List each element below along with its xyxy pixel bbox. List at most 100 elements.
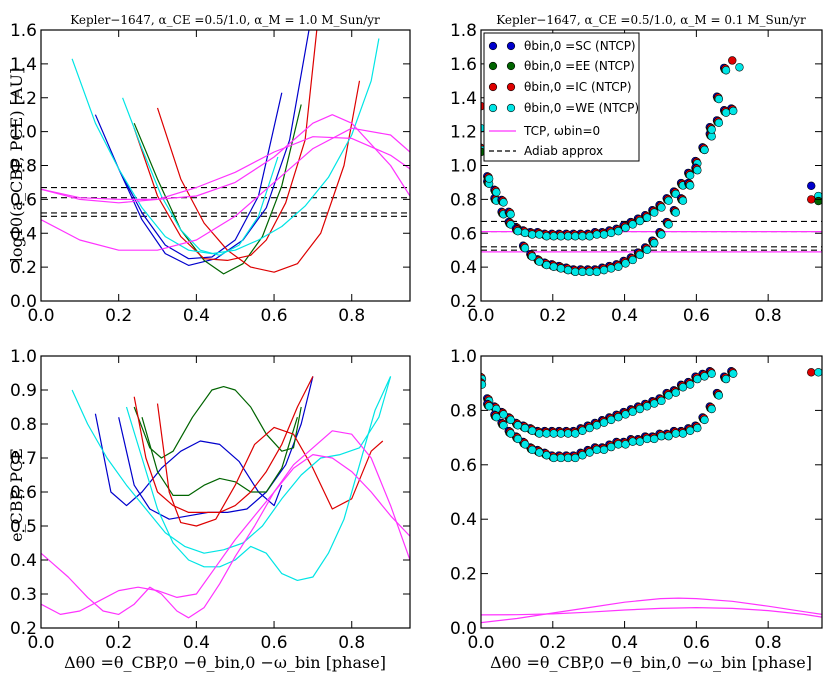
data-point-bottom-right <box>685 426 695 435</box>
y-tick-label-top-left: 0.4 <box>10 224 37 244</box>
y-tick-label-bottom-right: 0.6 <box>450 456 477 476</box>
legend-label-adiab: Adiab approx <box>524 144 603 158</box>
data-point-bottom-right <box>599 445 609 455</box>
x-tick-label-bottom-right: 0.6 <box>683 633 710 653</box>
data-point-top-right <box>542 260 551 270</box>
data-point-bottom-right <box>678 383 688 392</box>
legend-label-ee: θbin,0 =EE (NTCP) <box>524 59 635 73</box>
data-point-bottom-right <box>549 453 558 463</box>
data-point-top-right <box>685 171 695 180</box>
data-point-top-right <box>664 196 673 205</box>
y-tick-label-bottom-right: 1.0 <box>450 347 477 367</box>
data-point-top-right <box>693 166 702 175</box>
x-tick-label-bottom-left: 0.6 <box>261 633 288 653</box>
data-point-top-right <box>556 232 566 241</box>
plot-content-bottom-left <box>41 376 410 619</box>
y-tick-label-top-right: 1.2 <box>450 123 477 143</box>
curve-bottom-left-6 <box>71 376 392 554</box>
legend-item-we: θbin,0 =WE (NTCP) <box>488 101 639 115</box>
panel-top-right: 0.0 0.2 0.4 0.6 0.80.20.40.60.81.01.21.41.61… <box>450 21 823 326</box>
legend-marker-sc-2 <box>506 41 516 51</box>
data-point-top-right <box>520 228 530 238</box>
data-point-edge-top-right <box>807 195 816 204</box>
x-tick-label-bottom-left: 0.8 <box>338 633 365 653</box>
data-point-bottom-right <box>528 445 537 455</box>
data-point-bottom-right <box>707 404 716 414</box>
data-point-bottom-right <box>650 434 659 444</box>
legend-marker-ee <box>488 61 498 71</box>
data-point-top-right <box>549 262 558 271</box>
xlabel-right: Δθ0 =θ_CBP,0 −θ_bin,0 −ω_bin [phase] <box>490 653 812 672</box>
data-point-edge-top-right <box>814 196 822 206</box>
data-point-bottom-right <box>578 426 587 435</box>
data-point-bottom-right <box>571 429 580 438</box>
curve-bottom-left-8 <box>41 430 410 619</box>
data-point-top-right <box>621 259 630 268</box>
data-point-top-right <box>578 232 587 241</box>
x-tick-label-top-right: 0.4 <box>611 306 638 326</box>
y-tick-label-top-left: 1.6 <box>10 21 37 41</box>
data-point-top-right <box>585 232 594 241</box>
legend-marker-sc <box>488 41 498 51</box>
curve-top-left-1 <box>118 30 310 266</box>
curve-top-left-0 <box>94 92 283 260</box>
y-tick-label-top-right: 0.4 <box>450 258 477 278</box>
data-point-top-right <box>578 267 587 277</box>
data-point-bottom-right <box>671 388 680 397</box>
data-point-top-right <box>650 208 659 217</box>
x-tick-label-bottom-left: 0.0 <box>27 633 54 653</box>
axes-frame-bottom-right <box>480 355 823 629</box>
data-point-bottom-right <box>499 410 508 419</box>
data-point-top-right <box>685 181 695 190</box>
data-point-top-right <box>614 227 623 236</box>
data-point-bottom-right <box>542 451 551 460</box>
plot-area-top-left <box>41 30 410 301</box>
data-point-top-right <box>628 220 637 229</box>
axes-frame-top-right <box>480 29 823 302</box>
curve-bottom-left-2 <box>133 386 302 459</box>
data-point-bottom-right <box>642 434 652 444</box>
legend-label-we: θbin,0 =WE (NTCP) <box>524 101 639 115</box>
y-tick-label-top-left: 0.8 <box>10 157 37 177</box>
data-point-bottom-right <box>542 429 551 438</box>
data-point-top-right <box>571 232 580 241</box>
data-point-bottom-right <box>693 423 702 433</box>
data-point-bottom-right <box>657 432 666 441</box>
data-point-bottom-right <box>657 396 666 406</box>
x-tick-label-top-left: 0.4 <box>183 306 210 326</box>
data-point-top-right <box>542 232 551 241</box>
data-point-bottom-right <box>585 423 594 433</box>
panel-top-left: 0.0 0.2 0.4 0.6 0.8 0.0 0.2 0.4 0.6 0.8 1.0 1.2 1.4 1… <box>10 21 411 326</box>
curve-top-left-6 <box>122 97 279 256</box>
data-point-bottom-right <box>520 440 530 449</box>
y-tick-label-top-right: 1.6 <box>450 55 477 75</box>
y-tick-label-top-right: 1.4 <box>450 89 477 109</box>
data-point-bottom-right <box>563 429 573 438</box>
curve-top-left-7 <box>41 127 410 251</box>
data-point-top-right <box>599 265 609 275</box>
data-point-bottom-right <box>592 421 602 430</box>
data-point-top-right <box>499 198 508 207</box>
data-point-bottom-right <box>492 413 501 422</box>
y-tick-label-bottom-left: 1.0 <box>10 347 37 367</box>
legend-marker-we-2 <box>506 103 516 113</box>
y-tick-label-top-right: 0.6 <box>450 224 477 244</box>
y-tick-label-top-right: 1.0 <box>450 157 477 177</box>
data-point-bottom-right <box>607 442 616 452</box>
data-point-top-right <box>721 108 731 117</box>
legend-label-sc: θbin,0 =SC (NTCP) <box>524 39 636 53</box>
data-point-top-right <box>528 252 537 261</box>
legend-marker-we <box>488 103 498 113</box>
y-tick-label-top-left: 0.6 <box>10 190 37 210</box>
data-point-extra-top-right <box>728 56 737 65</box>
data-point-bottom-right <box>671 429 680 438</box>
data-point-top-right <box>535 230 544 239</box>
plot-content-bottom-right <box>481 367 822 624</box>
data-point-bottom-right <box>607 415 616 425</box>
data-point-bottom-right <box>650 399 659 408</box>
y-tick-label-top-left: 0.0 <box>10 292 37 312</box>
data-point-bottom-right <box>556 429 566 438</box>
curve-top-left-8 <box>41 136 410 204</box>
data-point-top-right <box>621 223 630 233</box>
x-tick-label-bottom-left: 0.2 <box>105 633 132 653</box>
